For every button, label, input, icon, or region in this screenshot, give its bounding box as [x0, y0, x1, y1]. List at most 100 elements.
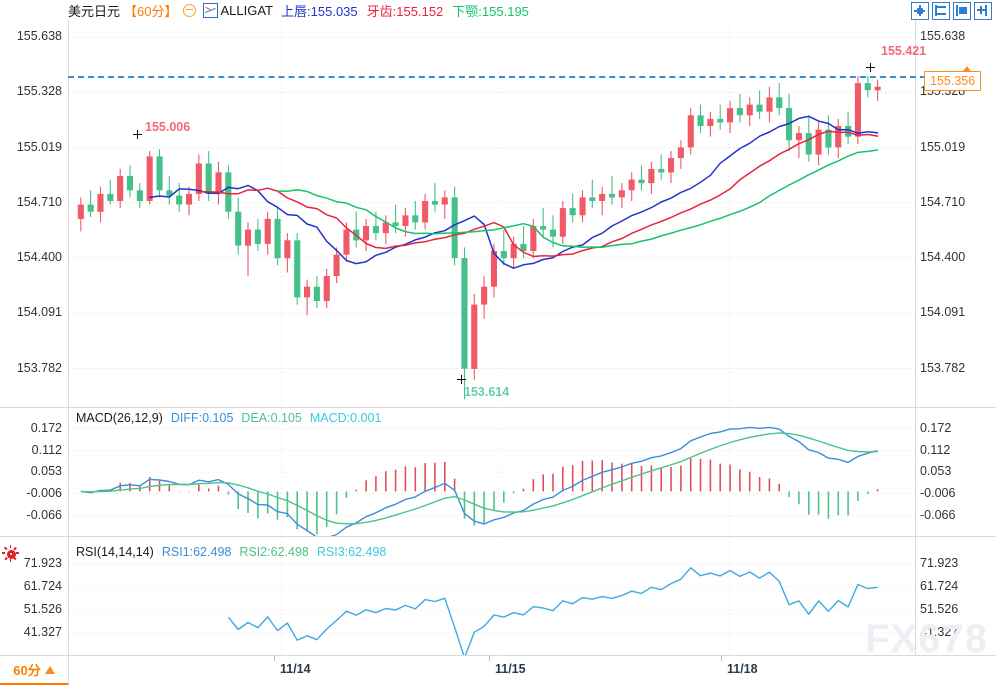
x-axis-tick — [274, 656, 275, 661]
watermark: FX678 — [865, 617, 988, 661]
alligator-lip-number: 155.035 — [310, 3, 358, 19]
current-price-line — [68, 76, 926, 78]
macd-axis-tick-left: 0.112 — [31, 442, 62, 457]
current-price-tag[interactable]: 155.356 — [924, 71, 982, 91]
indicator-chart-icon[interactable] — [203, 2, 219, 18]
annotation-high-2: 155.421 — [881, 44, 927, 58]
price-axis-tick-right: 153.782 — [920, 360, 966, 375]
macd-dea-number: 0.105 — [270, 411, 302, 425]
macd-chart-panel[interactable] — [68, 408, 916, 536]
alligator-teeth-number: 155.152 — [396, 3, 444, 19]
macd-axis-tick-left: -0.006 — [26, 485, 62, 500]
x-axis-tick — [721, 656, 722, 661]
rsi3-value: RSI3:62.498 — [316, 545, 387, 559]
rsi2-number: 62.498 — [270, 545, 309, 559]
price-axis-tick-right: 155.019 — [920, 139, 966, 154]
price-axis-tick-right: 154.710 — [920, 194, 966, 209]
timeframe-label: 60分 — [13, 663, 41, 678]
price-axis-tick-left: 154.710 — [16, 194, 62, 209]
macd-macd-label: MACD — [309, 411, 347, 425]
rsi-axis-tick-left: 51.526 — [23, 602, 62, 617]
rsi3-label: RSI3 — [316, 545, 345, 559]
rsi-title: RSI(14,14,14) — [76, 545, 154, 559]
macd-macd-value: MACD:0.001 — [309, 411, 382, 425]
macd-title: MACD(26,12,9) — [76, 411, 163, 425]
sun-icon[interactable] — [2, 545, 19, 562]
price-axis-tick-right: 154.091 — [920, 305, 966, 320]
rsi-axis-tick-right: 71.923 — [920, 556, 959, 571]
alligator-lip-value: 上唇:155.035 — [281, 3, 358, 19]
alligator-teeth-label: 牙齿 — [366, 3, 393, 19]
annotation-low-marker — [457, 375, 466, 384]
macd-macd-number: 0.001 — [350, 411, 382, 425]
price-axis-tick-left: 153.782 — [16, 360, 62, 375]
chart-footer: 60分 11/14 11/15 11/18 — [0, 655, 996, 685]
price-axis-tick-left: 155.019 — [16, 139, 62, 154]
period-label: 【60分】 — [124, 3, 178, 19]
crosshair-tool-icon[interactable] — [911, 2, 929, 20]
panel-divider-macd — [0, 407, 996, 408]
price-chart-panel[interactable] — [68, 20, 916, 407]
chart-header: 美元日元 【60分】 ALLIGAT 上唇:155.035 牙齿:155.152… — [0, 0, 996, 20]
price-axis-tick-left: 155.638 — [16, 29, 62, 44]
timeframe-tab-60m[interactable]: 60分 — [0, 656, 69, 685]
rsi-axis-tick-left: 71.923 — [23, 556, 62, 571]
price-axis-tick-right: 155.638 — [920, 29, 966, 44]
macd-axis-tick-right: 0.172 — [920, 420, 952, 435]
rsi-chart-panel[interactable] — [68, 537, 916, 655]
macd-legend: MACD(26,12,9) DIFF:0.105 DEA:0.105 MACD:… — [76, 411, 381, 425]
indicator-name-label: ALLIGAT — [220, 2, 273, 18]
rsi3-number: 62.498 — [348, 545, 387, 559]
macd-axis-tick-left: 0.172 — [30, 420, 62, 435]
alligator-jaw-number: 155.195 — [481, 3, 529, 19]
chart-toolbar — [911, 2, 992, 20]
x-axis-label: 11/15 — [495, 662, 526, 676]
rsi-axis-tick-right: 51.526 — [920, 602, 959, 617]
rsi-axis-tick-left: 41.327 — [23, 625, 62, 640]
panel-divider-rsi — [0, 536, 996, 537]
macd-chart-canvas[interactable] — [69, 408, 915, 536]
macd-diff-value: DIFF:0.105 — [170, 411, 234, 425]
annotation-high-1-marker — [133, 130, 142, 139]
price-axis-tick-left: 155.328 — [16, 84, 62, 99]
triangle-up-icon — [44, 665, 55, 674]
annotation-high-2-marker — [866, 63, 875, 72]
rsi-chart-canvas[interactable] — [69, 537, 915, 655]
annotation-low: 153.614 — [464, 385, 510, 399]
macd-axis-tick-right: 0.112 — [920, 442, 951, 457]
price-chart-canvas[interactable] — [69, 20, 915, 407]
alligator-jaw-value: 下颚:155.195 — [452, 3, 529, 19]
alligator-jaw-label: 下颚 — [452, 3, 479, 19]
x-axis-label: 11/14 — [280, 662, 311, 676]
price-axis-tick-right: 154.400 — [920, 250, 966, 265]
macd-axis-tick-right: -0.066 — [920, 507, 956, 522]
macd-dea-label: DEA — [241, 411, 268, 425]
macd-diff-number: 0.105 — [202, 411, 234, 425]
macd-dea-value: DEA:0.105 — [241, 411, 302, 425]
circle-minus-icon[interactable] — [183, 3, 197, 17]
rsi-axis-tick-left: 61.724 — [23, 579, 62, 594]
rsi-legend: RSI(14,14,14) RSI1:62.498 RSI2:62.498 RS… — [76, 545, 386, 559]
symbol-label: 美元日元 — [68, 3, 121, 19]
rsi1-value: RSI1:62.498 — [161, 545, 232, 559]
alligator-teeth-value: 牙齿:155.152 — [366, 3, 444, 19]
rsi1-number: 62.498 — [193, 545, 232, 559]
zoom-tool-icon[interactable] — [953, 2, 971, 20]
rsi2-label: RSI2 — [239, 545, 268, 559]
annotation-high-1: 155.006 — [145, 120, 191, 134]
rsi-axis-tick-right: 41.327 — [920, 625, 959, 640]
macd-axis-tick-left: 0.053 — [30, 464, 62, 479]
macd-axis-tick-right: 0.053 — [920, 464, 952, 479]
x-axis-tick — [489, 656, 490, 661]
measure-tool-icon[interactable] — [932, 2, 950, 20]
rsi-axis-tick-right: 61.724 — [920, 579, 959, 594]
fit-tool-icon[interactable] — [974, 2, 992, 20]
macd-axis-tick-right: -0.006 — [920, 485, 956, 500]
price-axis-tick-left: 154.400 — [16, 250, 62, 265]
current-price-arrow — [961, 66, 973, 74]
macd-axis-tick-left: -0.066 — [26, 507, 62, 522]
macd-diff-label: DIFF — [170, 411, 199, 425]
rsi1-label: RSI1 — [161, 545, 190, 559]
x-axis-label: 11/18 — [727, 662, 758, 676]
